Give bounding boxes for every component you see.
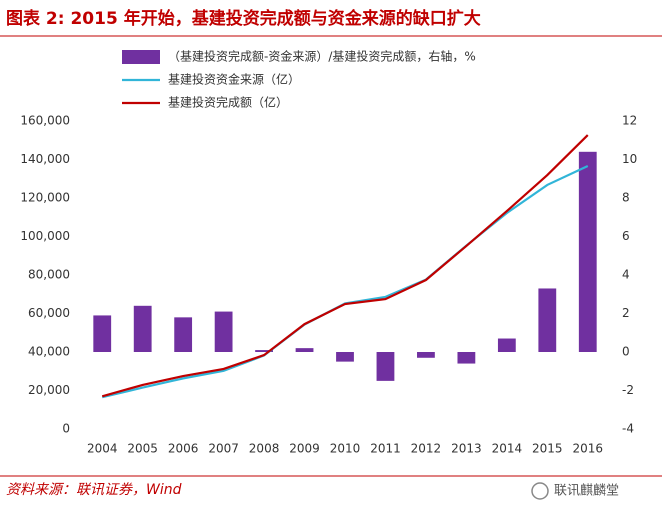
- y2-tick-label: 8: [622, 191, 630, 205]
- bar: [376, 352, 395, 381]
- source: 资料来源：联讯证券，Wind: [6, 482, 182, 498]
- y-tick-label: 20,000: [28, 383, 70, 397]
- x-tick-label: 2016: [572, 442, 603, 456]
- chart-title: 图表 2: 2015 年开始，基建投资完成额与资金来源的缺口扩大: [6, 8, 481, 29]
- y2-tick-label: 4: [622, 268, 630, 282]
- legend-label: （基建投资完成额-资金来源）/基建投资完成额，右轴，%: [168, 49, 476, 64]
- x-tick-label: 2005: [127, 442, 158, 456]
- bar: [417, 352, 435, 358]
- x-tick-label: 2012: [411, 442, 442, 456]
- x-tick-label: 2011: [370, 442, 401, 456]
- y-tick-label: 80,000: [28, 268, 70, 282]
- bar: [93, 315, 112, 352]
- bar: [295, 348, 314, 352]
- legend-swatch: [122, 50, 160, 64]
- watermark-icon: [531, 482, 549, 500]
- bar: [174, 317, 193, 352]
- y2-tick-label: 10: [622, 152, 637, 166]
- bar: [214, 311, 233, 352]
- watermark: 联讯麒麟堂: [554, 483, 619, 499]
- x-tick-label: 2010: [330, 442, 361, 456]
- legend-label: 基建投资资金来源（亿）: [168, 72, 300, 87]
- line: [101, 134, 589, 398]
- y2-tick-label: 2: [622, 306, 630, 320]
- y2-tick-label: -4: [622, 422, 634, 436]
- y-tick-label: 100,000: [20, 229, 70, 243]
- x-tick-label: 2013: [451, 442, 482, 456]
- bar: [578, 151, 597, 352]
- line: [101, 165, 589, 399]
- x-tick-label: 2014: [492, 442, 523, 456]
- bar: [457, 352, 476, 364]
- y-tick-label: 0: [62, 422, 70, 436]
- y-tick-label: 140,000: [20, 152, 70, 166]
- y-tick-label: 60,000: [28, 306, 70, 320]
- x-tick-label: 2006: [168, 442, 199, 456]
- bar: [538, 288, 557, 352]
- x-tick-label: 2015: [532, 442, 563, 456]
- bar: [133, 305, 152, 352]
- x-tick-label: 2009: [289, 442, 320, 456]
- y-tick-label: 160,000: [20, 114, 70, 128]
- x-tick-label: 2004: [87, 442, 118, 456]
- x-tick-label: 2007: [208, 442, 239, 456]
- y2-tick-label: -2: [622, 383, 634, 397]
- y-tick-label: 40,000: [28, 345, 70, 359]
- bar: [336, 352, 354, 362]
- y2-tick-label: 0: [622, 345, 630, 359]
- bar: [255, 350, 273, 352]
- y2-tick-label: 6: [622, 229, 630, 243]
- bar: [497, 338, 516, 352]
- y-tick-label: 120,000: [20, 191, 70, 205]
- y2-tick-label: 12: [622, 114, 637, 128]
- legend-label: 基建投资完成额（亿）: [168, 95, 288, 110]
- x-tick-label: 2008: [249, 442, 280, 456]
